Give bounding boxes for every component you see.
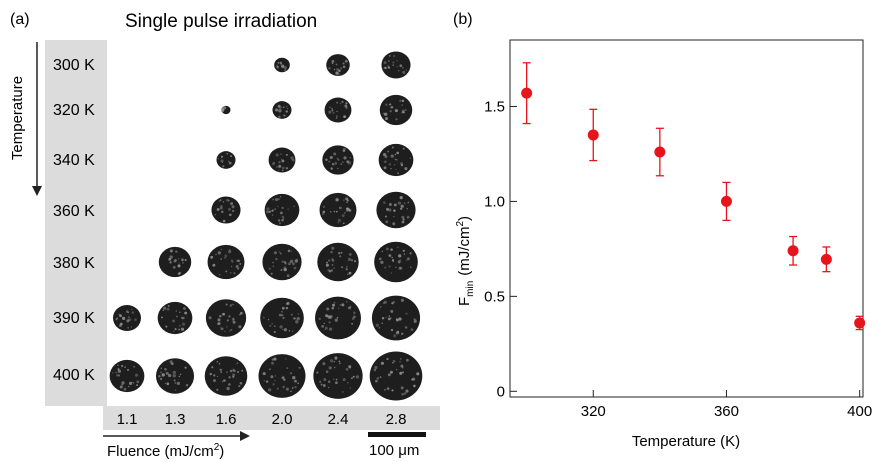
x-tick-label: 320 — [581, 403, 606, 420]
y-tick-label: 1.5 — [484, 98, 505, 115]
ablation-spot — [381, 51, 411, 79]
fluence-label-4: 2.0 — [272, 411, 293, 428]
ablation-spot — [204, 356, 248, 396]
data-point — [787, 245, 799, 257]
fluence-label-3: 1.6 — [216, 411, 237, 428]
fluence-label-5: 2.4 — [328, 411, 349, 428]
fluence-arrow-head — [240, 431, 250, 441]
spot-grid — [109, 51, 423, 401]
temp-label-360: 360 K — [53, 203, 95, 220]
data-points — [521, 87, 866, 329]
x-tick-label: 400 — [847, 403, 872, 420]
x-axis-title: Temperature (K) — [632, 433, 740, 450]
data-point — [521, 87, 533, 99]
temperature-labels: 300 K 320 K 340 K 360 K 380 K 390 K 400 … — [53, 57, 95, 384]
ablation-spot — [374, 241, 418, 283]
y-ticks: 0 0.5 1.0 1.5 — [484, 98, 517, 400]
temperature-axis-label: Temperature — [9, 76, 26, 160]
ablation-spot — [272, 101, 292, 119]
ablation-spot — [205, 299, 247, 337]
data-point — [720, 195, 732, 207]
ablation-spot — [220, 105, 231, 115]
temp-label-380: 380 K — [53, 255, 95, 272]
fluence-label-2: 1.3 — [165, 411, 186, 428]
ablation-spot — [157, 301, 193, 335]
ablation-spot — [317, 242, 359, 282]
ablation-spot — [155, 358, 195, 394]
fluence-labels: 1.1 1.3 1.6 2.0 2.4 2.8 — [117, 411, 407, 428]
ablation-spot — [158, 246, 192, 278]
temp-label-400: 400 K — [53, 367, 95, 384]
ablation-spot — [113, 304, 141, 332]
y-tick-label: 1.0 — [484, 193, 505, 210]
panel-a-label: (a) — [10, 11, 30, 28]
plot-frame — [509, 39, 864, 398]
ablation-spot — [371, 295, 421, 341]
y-axis-title: Fmin(mJ/cm2) — [455, 216, 476, 306]
ablation-spot — [109, 359, 145, 393]
ablation-spot — [260, 297, 304, 339]
fluence-label-1: 1.1 — [117, 411, 138, 428]
ablation-spot — [324, 97, 352, 123]
temp-label-300: 300 K — [53, 57, 95, 74]
ablation-spot — [376, 191, 416, 229]
temp-label-390: 390 K — [53, 310, 95, 327]
ablation-spot — [262, 243, 302, 281]
ablation-spot — [378, 143, 414, 177]
ablation-spot — [379, 94, 413, 126]
panel-b-label: (b) — [453, 11, 473, 28]
ablation-spot — [211, 196, 241, 224]
temp-label-340: 340 K — [53, 152, 95, 169]
fluence-axis-label: Fluence (mJ/cm2) — [107, 442, 224, 460]
data-point — [654, 146, 666, 158]
y-tick-label: 0.5 — [484, 288, 505, 305]
data-point — [854, 317, 866, 329]
temperature-arrow-head — [32, 186, 42, 196]
ablation-spot — [322, 145, 354, 175]
ablation-spot — [315, 296, 361, 340]
error-bars — [522, 62, 864, 331]
temp-label-320: 320 K — [53, 102, 95, 119]
ablation-spot — [258, 354, 306, 398]
fluence-band — [103, 406, 440, 430]
scale-bar-label: 100 μm — [369, 442, 419, 459]
ablation-spot — [274, 57, 290, 73]
ablation-spot — [369, 351, 423, 401]
temperature-band — [45, 40, 107, 406]
data-point — [820, 253, 832, 265]
y-tick-label: 0 — [497, 383, 505, 400]
ablation-spot — [268, 147, 296, 173]
ablation-spot — [216, 151, 236, 169]
x-tick-label: 360 — [714, 403, 739, 420]
fmin-chart: 0 0.5 1.0 1.5 320 360 400 Temperature (K) Fmi… — [455, 39, 872, 450]
fluence-label-6: 2.8 — [386, 411, 407, 428]
panel-a-title: Single pulse irradiation — [125, 11, 317, 32]
ablation-spot — [319, 192, 357, 228]
x-ticks: 320 360 400 — [581, 390, 872, 420]
ablation-spot — [207, 244, 245, 280]
scale-bar — [368, 432, 426, 437]
ablation-spot — [326, 54, 350, 76]
data-point — [587, 129, 599, 141]
ablation-spot — [313, 353, 363, 399]
ablation-spot — [264, 193, 300, 227]
